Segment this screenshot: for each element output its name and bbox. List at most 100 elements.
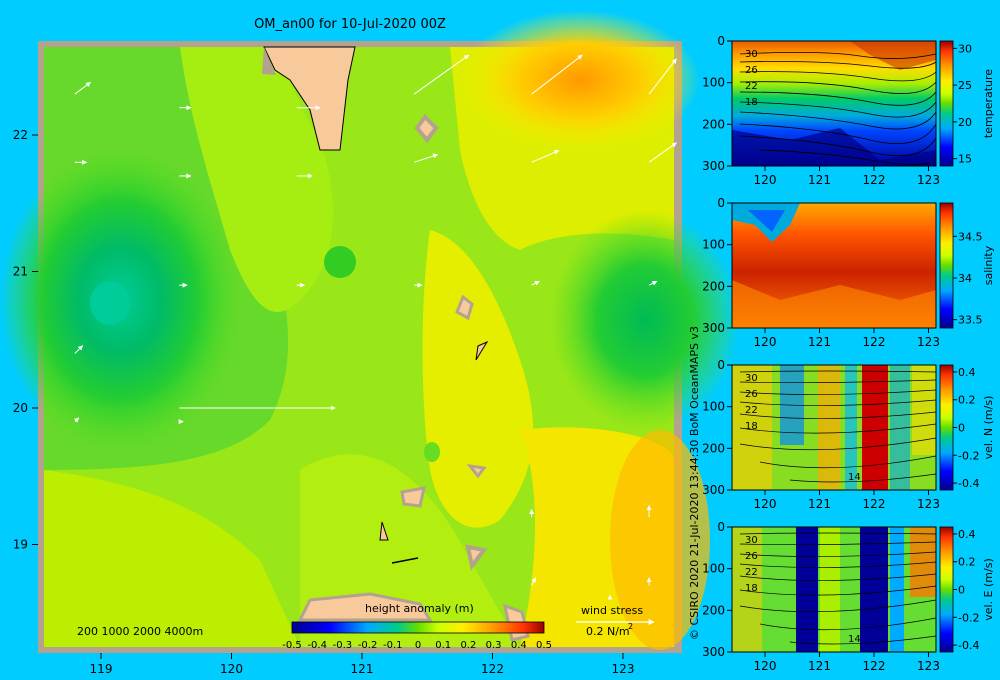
y-tick-label: 21 <box>13 265 28 279</box>
colorbar-tick-label: 0.4 <box>958 528 976 541</box>
x-tick-label: 120 <box>754 497 777 511</box>
colorbar-tick-label: 0.5 <box>536 640 552 651</box>
x-tick-label: 123 <box>917 335 940 349</box>
cold-eddy-east <box>550 210 740 430</box>
contour-label: 18 <box>745 421 758 432</box>
colorbar-tick-label: -0.2 <box>958 611 979 624</box>
wind-arrow <box>648 142 677 163</box>
colorbar-tick-label: -0.5 <box>282 640 302 651</box>
y-tick-label: 0 <box>717 196 725 210</box>
colorbar-tick-label: -0.2 <box>958 449 979 462</box>
wind-legend-exponent: 2 <box>628 622 633 631</box>
contour-label: 14 <box>848 472 861 483</box>
westward-jet <box>796 527 818 652</box>
warm-center-strip <box>422 230 534 528</box>
colorbar-ticks: -0.5 -0.4 -0.3 -0.2 -0.1 0 0.1 0.2 0.3 0.4 0.5 <box>282 640 552 651</box>
x-tick-label: 120 <box>754 335 777 349</box>
contour-label: 30 <box>745 535 758 546</box>
panel-colorbar <box>939 202 954 329</box>
land-island <box>379 521 389 541</box>
contour-label: 14 <box>848 634 861 645</box>
wind-arrow <box>531 150 560 163</box>
x-tick-label: 120 <box>754 173 777 187</box>
x-tick-label: 121 <box>808 335 831 349</box>
colorbar-label: height anomaly (m) <box>365 602 474 615</box>
salinity-panel <box>732 203 936 328</box>
x-tick-label: 122 <box>481 662 504 676</box>
colorbar-label: salinity <box>982 245 995 285</box>
y-tick-label: 200 <box>702 279 725 293</box>
y-tick-label: 300 <box>702 483 725 497</box>
colorbar-label: vel. N (m/s) <box>982 396 995 460</box>
contour-label: 22 <box>745 567 758 578</box>
colorbar-tick-label: 0 <box>958 584 965 597</box>
panel-colorbar <box>939 526 954 653</box>
panel-frame <box>731 526 937 653</box>
warm-eddy-south <box>610 430 710 650</box>
map-x-axis: 119 120 121 122 123 <box>90 653 635 676</box>
colorbar-tick-label: 0 <box>415 640 421 651</box>
contour-label: 18 <box>745 97 758 108</box>
colorbar-tick-label: -0.2 <box>358 640 378 651</box>
x-tick-label: 123 <box>917 173 940 187</box>
temperature-contours <box>739 52 937 165</box>
land-island <box>455 294 474 321</box>
x-tick-label: 122 <box>863 173 886 187</box>
contour-label: 30 <box>745 49 758 60</box>
wind-arrow <box>74 345 84 354</box>
y-tick-label: 300 <box>702 645 725 659</box>
land-island <box>466 463 487 479</box>
warm-eddy-north <box>460 10 700 150</box>
land-island <box>475 340 489 361</box>
contour-label: 26 <box>745 65 758 76</box>
y-tick-label: 100 <box>702 400 725 414</box>
y-tick-label: 100 <box>702 562 725 576</box>
panel-frame <box>731 40 937 167</box>
x-tick-label: 122 <box>863 497 886 511</box>
x-tick-label: 123 <box>612 662 635 676</box>
wind-arrow <box>531 577 536 586</box>
colorbar-tick-label: 0 <box>958 422 965 435</box>
contour-label: 18 <box>745 583 758 594</box>
y-tick-label: 100 <box>702 76 725 90</box>
colorbar-tick-label: 25 <box>958 79 972 92</box>
x-tick-label: 121 <box>808 173 831 187</box>
south-west-band <box>44 470 300 647</box>
x-tick-label: 121 <box>808 497 831 511</box>
wind-arrow <box>413 54 470 95</box>
x-tick-label: 120 <box>220 662 243 676</box>
x-tick-label: 123 <box>917 497 940 511</box>
east-velocity-section-axes: 120 121 122 123 0 100 200 300 0.4 0.2 0 -0.2 -0.4 vel… <box>702 520 995 673</box>
chart-title: OM_an00 for 10-Jul-2020 00Z <box>254 17 446 32</box>
colorbar-tick-label: 0.2 <box>958 394 976 407</box>
panel-frame <box>731 202 937 329</box>
land-luzon <box>297 592 433 622</box>
panel-colorbar <box>939 40 954 167</box>
y-tick-label: 200 <box>702 603 725 617</box>
panel-colorbar <box>939 364 954 491</box>
y-tick-label: 100 <box>702 238 725 252</box>
depth-legend: 200 1000 2000 4000m <box>77 625 203 638</box>
colorbar-tick-label: -0.4 <box>958 639 979 652</box>
colorbar-tick-label: 0.2 <box>460 640 476 651</box>
colorbar-label: vel. E (m/s) <box>982 558 995 621</box>
wind-arrow <box>648 280 658 286</box>
x-tick-label: 121 <box>808 659 831 673</box>
x-tick-label: 123 <box>917 659 940 673</box>
colorbar-tick-label: 0.4 <box>511 640 527 651</box>
y-tick-label: 0 <box>717 358 725 372</box>
colorbar-tick-label: 0.4 <box>958 366 976 379</box>
colorbar-tick-label: 15 <box>958 153 972 166</box>
map-panel: 200 1000 2000 4000m wind stress 0.2 N/m … <box>0 10 740 676</box>
colorbar-tick-label: -0.4 <box>958 477 979 490</box>
land-taiwan <box>263 46 356 151</box>
contour-label: 22 <box>745 405 758 416</box>
colorbar-tick-label: -0.4 <box>307 640 327 651</box>
colorbar-tick-label: -0.3 <box>333 640 353 651</box>
colorbar-tick-label: 34 <box>958 272 972 285</box>
colorbar-tick-label: 34.5 <box>958 230 983 243</box>
x-tick-label: 122 <box>863 335 886 349</box>
map-y-axis: 22 21 20 19 <box>13 128 38 552</box>
y-tick-label: 20 <box>13 401 28 415</box>
